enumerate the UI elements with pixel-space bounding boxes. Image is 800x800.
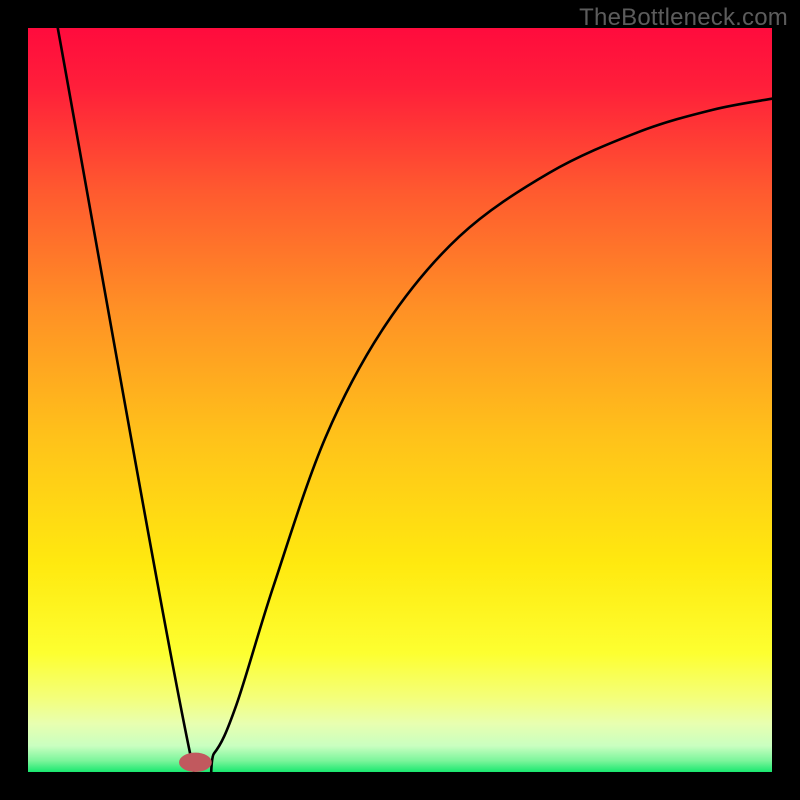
gradient-plot-area [28, 28, 772, 772]
watermark-text: TheBottleneck.com [579, 4, 788, 32]
chart-frame: TheBottleneck.com [0, 0, 800, 800]
minimum-marker [179, 753, 212, 772]
gradient-chart-svg [0, 0, 800, 800]
